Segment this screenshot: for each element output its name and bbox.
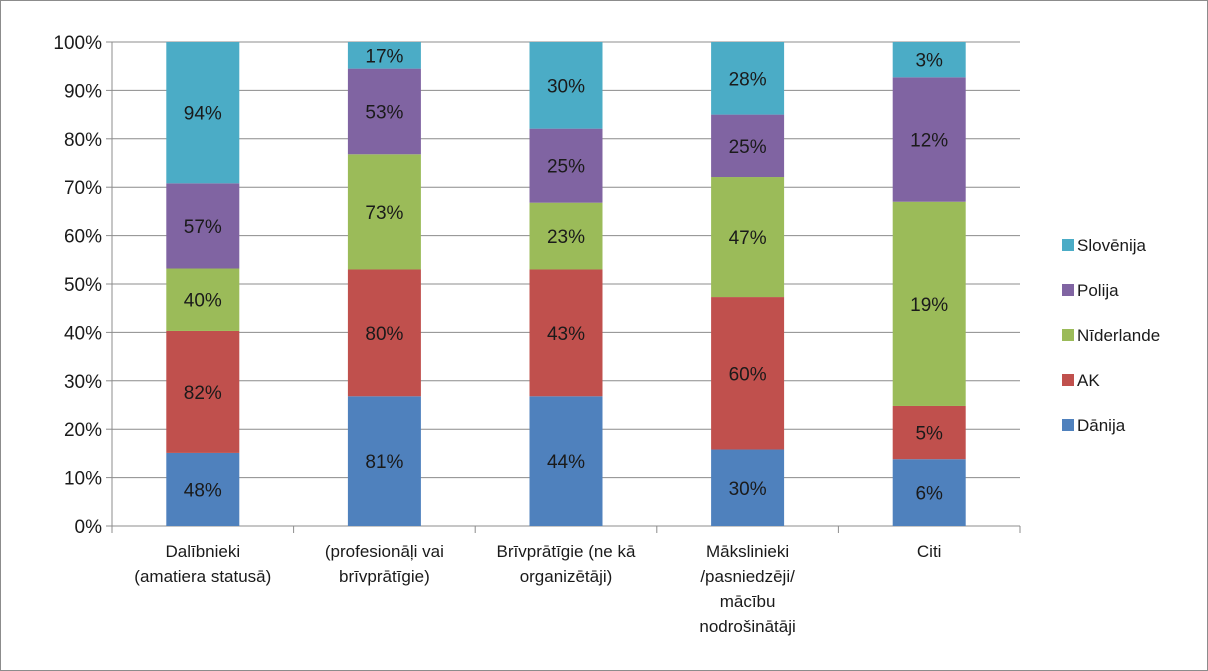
- y-tick-label: 10%: [64, 469, 102, 490]
- legend-swatch: [1062, 329, 1074, 341]
- bar-segment: [529, 202, 603, 270]
- legend-swatch: [1062, 239, 1074, 251]
- category-label: Citi: [917, 542, 942, 561]
- y-tick-label: 80%: [64, 130, 102, 151]
- data-label: 19%: [910, 295, 948, 316]
- legend-swatch: [1062, 419, 1074, 431]
- data-label: 23%: [547, 227, 585, 248]
- data-label: 25%: [547, 157, 585, 178]
- bar-segment: [711, 114, 785, 178]
- bar-segment: [711, 177, 785, 298]
- bar-segment: [711, 42, 785, 115]
- category-label: nodrošinātāji: [699, 617, 795, 636]
- bar-segment: [166, 330, 240, 453]
- data-label: 28%: [729, 69, 767, 90]
- data-label: 80%: [365, 324, 403, 345]
- category-label: brīvprātīgie): [339, 567, 430, 586]
- bar-segment: [347, 269, 421, 397]
- bar-segment: [892, 42, 966, 78]
- data-label: 43%: [547, 324, 585, 345]
- data-label: 40%: [184, 291, 222, 312]
- bar-segment: [166, 183, 240, 269]
- category-label: /pasniedzēji/: [700, 567, 795, 586]
- category-label: Mākslinieki: [706, 542, 789, 561]
- data-label: 82%: [184, 383, 222, 404]
- y-tick-label: 0%: [75, 517, 103, 538]
- y-tick-label: 70%: [64, 178, 102, 199]
- data-label: 17%: [365, 46, 403, 67]
- data-label: 60%: [729, 364, 767, 385]
- data-label: 30%: [547, 76, 585, 97]
- data-label: 12%: [910, 131, 948, 152]
- data-label: 53%: [365, 102, 403, 123]
- y-tick-label: 60%: [64, 227, 102, 248]
- bar-segment: [529, 42, 603, 129]
- data-label: 44%: [547, 452, 585, 473]
- category-label: Brīvprātīgie (ne kā: [497, 542, 636, 561]
- data-label: 25%: [729, 137, 767, 158]
- category-label: (profesionāļi vai: [325, 542, 444, 561]
- bar-segment: [892, 459, 966, 526]
- bar-segment: [529, 269, 603, 397]
- legend-label: Dānija: [1077, 416, 1126, 435]
- bar-segment: [529, 128, 603, 203]
- bar-segment: [711, 449, 785, 526]
- y-tick-label: 90%: [64, 81, 102, 102]
- legend-label: Slovēnija: [1077, 236, 1147, 255]
- bar-segment: [166, 268, 240, 331]
- legend-label: Nīderlande: [1077, 326, 1160, 345]
- legend-swatch: [1062, 284, 1074, 296]
- bar-segment: [347, 396, 421, 526]
- bar-segment: [892, 77, 966, 202]
- category-label: (amatiera statusā): [134, 567, 271, 586]
- data-label: 73%: [365, 203, 403, 224]
- data-label: 6%: [915, 484, 943, 505]
- data-label: 30%: [729, 479, 767, 500]
- bar-segment: [166, 452, 240, 526]
- bar-segment: [892, 405, 966, 460]
- y-tick-label: 100%: [53, 33, 102, 54]
- data-label: 81%: [365, 452, 403, 473]
- data-label: 57%: [184, 217, 222, 238]
- category-label: Dalībnieki: [165, 542, 240, 561]
- category-label: mācību: [720, 592, 776, 611]
- data-label: 3%: [915, 51, 943, 72]
- bar-segment: [529, 396, 603, 526]
- data-label: 94%: [184, 104, 222, 125]
- bar-segment: [711, 297, 785, 450]
- y-tick-label: 50%: [64, 275, 102, 296]
- bar-segment: [347, 42, 421, 69]
- y-tick-label: 30%: [64, 372, 102, 393]
- legend-label: Polija: [1077, 281, 1119, 300]
- bar-segment: [347, 68, 421, 155]
- y-tick-label: 40%: [64, 323, 102, 344]
- bar-segment: [892, 201, 966, 406]
- category-label: organizētāji): [520, 567, 613, 586]
- legend-label: AK: [1077, 371, 1100, 390]
- data-label: 47%: [729, 228, 767, 249]
- bar-segment: [347, 154, 421, 270]
- data-label: 48%: [184, 480, 222, 501]
- y-tick-label: 20%: [64, 420, 102, 441]
- data-label: 5%: [915, 424, 943, 445]
- legend-swatch: [1062, 374, 1074, 386]
- bar-segment: [166, 42, 240, 184]
